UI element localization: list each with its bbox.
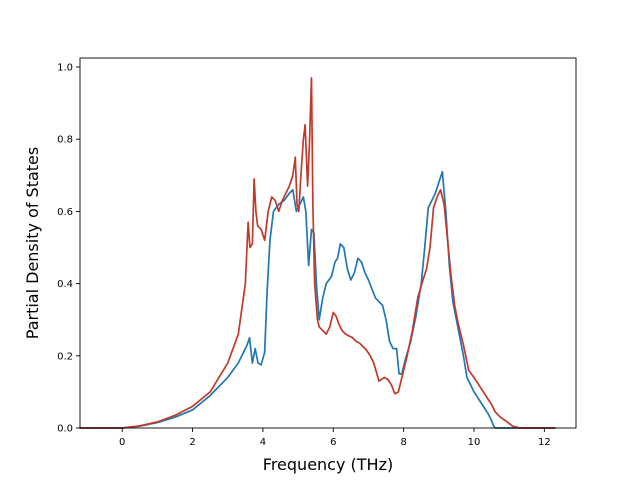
x-axis-title: Frequency (THz) (263, 455, 393, 474)
x-tick-label: 8 (400, 437, 406, 448)
y-tick-label: 0.6 (57, 207, 73, 218)
x-tick-label: 4 (260, 437, 266, 448)
x-tick-label: 0 (119, 437, 125, 448)
series-line-2 (79, 77, 556, 429)
y-tick-label: 0.4 (57, 279, 73, 290)
y-tick-label: 0.0 (57, 424, 73, 435)
x-tick-label: 2 (189, 437, 195, 448)
y-tick-label: 0.2 (57, 351, 73, 362)
y-tick-label: 1.0 (57, 63, 73, 74)
y-tick-label: 0.8 (57, 135, 73, 146)
x-tick-label: 6 (330, 437, 336, 448)
y-axis-ticks: 0.0 0.2 0.4 0.6 0.8 1.0 (57, 63, 80, 435)
plot-frame (79, 57, 577, 429)
x-tick-label: 10 (468, 437, 481, 448)
plot-lines (79, 77, 556, 429)
x-tick-label: 12 (538, 437, 551, 448)
y-axis-title: Partial Density of States (23, 147, 42, 339)
x-axis-ticks: 0 2 4 6 8 10 12 (119, 428, 551, 448)
